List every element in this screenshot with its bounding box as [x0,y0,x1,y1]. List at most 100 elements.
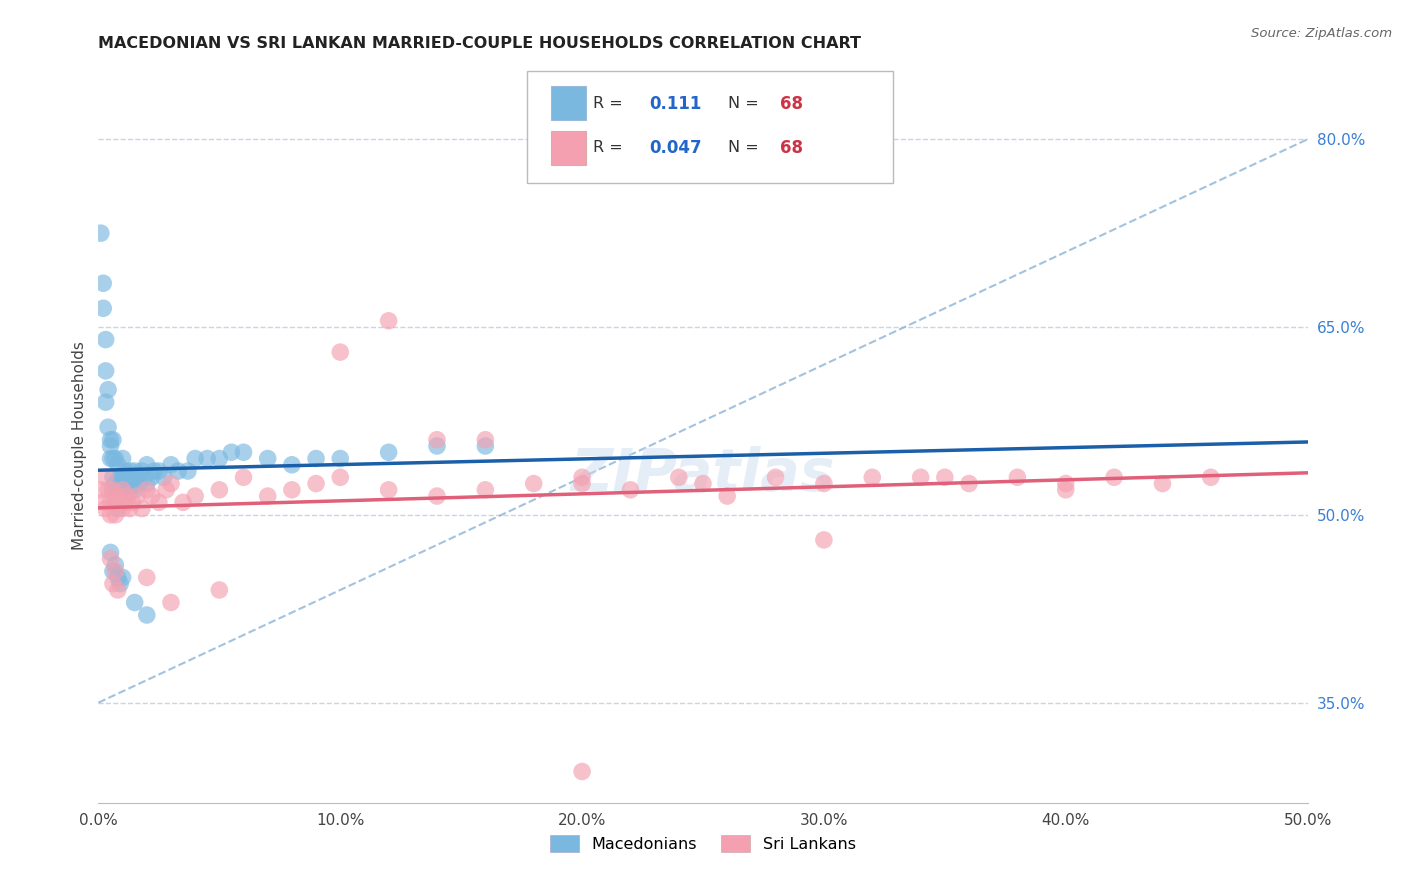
Text: 0.047: 0.047 [650,138,702,157]
Text: 68: 68 [780,138,803,157]
Point [765,470,787,484]
Point [305,476,328,491]
Point [148,495,170,509]
Point [104,451,127,466]
Point [107,570,129,584]
Point [97,383,120,397]
Point [716,489,738,503]
Point [232,470,254,484]
Point [141,470,163,484]
Point [148,464,170,478]
Point [184,489,207,503]
Point [124,483,146,497]
Point [1152,476,1174,491]
Point [141,489,163,503]
Point [91,301,114,316]
Point [160,595,183,609]
Point [104,495,127,509]
Point [108,576,131,591]
Point [107,489,129,503]
Text: R =: R = [593,140,623,155]
Point [94,333,117,347]
Point [329,470,352,484]
Point [114,464,136,478]
Point [934,470,956,484]
Point [107,458,129,472]
Point [131,501,153,516]
Text: 0.111: 0.111 [650,95,702,112]
Point [571,470,593,484]
Point [172,495,194,509]
Text: R =: R = [593,96,623,111]
Point [114,483,136,497]
Point [108,489,131,503]
Point [131,464,153,478]
Point [692,476,714,491]
Point [155,483,177,497]
Point [104,495,127,509]
Point [100,495,122,509]
Point [571,476,593,491]
Point [97,483,120,497]
Point [1007,470,1029,484]
Point [111,489,134,503]
Point [152,470,174,484]
Point [101,564,124,578]
Point [127,470,149,484]
Point [104,476,127,491]
Point [111,451,134,466]
Point [100,508,122,522]
Point [94,395,117,409]
Text: MACEDONIAN VS SRI LANKAN MARRIED-COUPLE HOUSEHOLDS CORRELATION CHART: MACEDONIAN VS SRI LANKAN MARRIED-COUPLE … [98,36,862,51]
Point [208,582,231,597]
Point [134,470,156,484]
Point [100,451,122,466]
Point [143,464,166,478]
Point [107,501,129,516]
Point [910,470,932,484]
Point [124,464,146,478]
Point [571,764,593,779]
Point [329,451,352,466]
Point [813,476,835,491]
Legend: Macedonians, Sri Lankans: Macedonians, Sri Lankans [550,835,856,852]
Point [474,483,496,497]
Point [91,277,114,291]
Point [160,476,183,491]
Point [619,483,641,497]
Point [124,595,146,609]
Point [111,501,134,516]
Point [101,576,124,591]
Point [104,558,127,572]
Point [97,420,120,434]
Point [94,501,117,516]
Point [523,476,546,491]
Point [127,489,149,503]
Point [104,508,127,522]
Text: N =: N = [728,140,759,155]
Point [208,451,231,466]
Point [813,533,835,547]
Point [167,464,190,478]
Text: N =: N = [728,96,759,111]
Point [860,470,883,484]
Y-axis label: Married-couple Households: Married-couple Households [72,342,87,550]
Point [305,451,328,466]
Point [94,470,117,484]
Point [377,445,399,459]
Point [117,489,139,503]
Point [111,483,134,497]
Point [111,470,134,484]
Point [184,451,207,466]
Point [329,345,352,359]
Point [281,483,304,497]
Point [90,226,112,240]
Text: Source: ZipAtlas.com: Source: ZipAtlas.com [1251,27,1392,40]
Point [135,570,157,584]
Point [101,470,124,484]
Point [100,551,122,566]
Point [160,458,183,472]
Point [101,483,124,497]
Point [135,476,157,491]
Point [377,314,399,328]
